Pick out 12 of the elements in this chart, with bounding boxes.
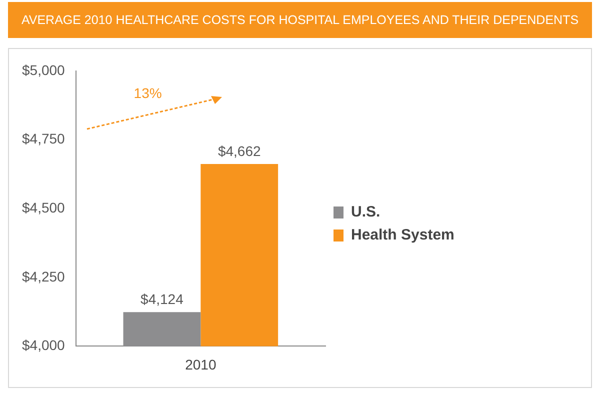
x-tick-label: 2010 xyxy=(185,356,216,372)
y-tick-label: $4,250 xyxy=(22,268,66,284)
y-tick-label: $4,750 xyxy=(22,130,66,147)
text: AVERAGE 2010 HEALTHCARE COSTS FOR HOSPITAL EMPLOYEES AND THEIR DEPENDENTS xyxy=(8,2,592,38)
data-label: $4,662 xyxy=(218,142,261,159)
y-tick-label: $4,500 xyxy=(22,199,66,216)
y-tick-label: $5,000 xyxy=(22,62,66,78)
legend-label: Health System xyxy=(351,226,454,244)
legend-label: U.S. xyxy=(351,204,380,221)
y-tick-label: $4,000 xyxy=(22,337,66,354)
data-label: $4,124 xyxy=(140,290,184,307)
text: 13% xyxy=(134,84,162,101)
